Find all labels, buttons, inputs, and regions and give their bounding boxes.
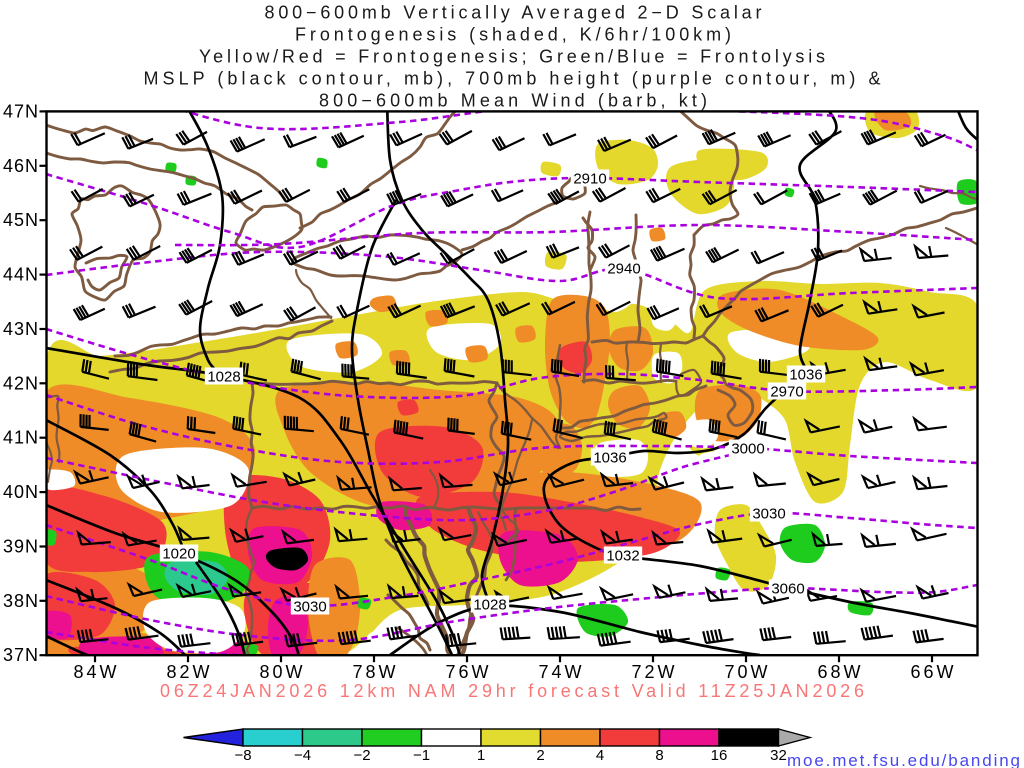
svg-text:−4: −4 (294, 747, 311, 764)
svg-text:1020: 1020 (162, 546, 195, 563)
svg-text:37N: 37N (3, 645, 38, 665)
svg-text:800−600mb Mean Wind (barb, kt): 800−600mb Mean Wind (barb, kt) (319, 91, 707, 111)
svg-text:40N: 40N (3, 482, 38, 502)
svg-text:80W: 80W (260, 662, 303, 682)
svg-text:1036: 1036 (593, 450, 626, 467)
svg-text:800−600mb Vertically Averaged: 800−600mb Vertically Averaged 2−D Scalar (265, 3, 762, 23)
svg-text:44N: 44N (3, 265, 38, 285)
svg-text:38N: 38N (3, 591, 38, 611)
svg-text:−8: −8 (234, 747, 251, 764)
svg-text:06Z24JAN2026 12km NAM 29hr for: 06Z24JAN2026 12km NAM 29hr forecast Vali… (160, 681, 864, 701)
svg-text:16: 16 (711, 747, 728, 764)
svg-text:moe.met.fsu.edu/banding: moe.met.fsu.edu/banding (787, 751, 1020, 768)
svg-text:1032: 1032 (606, 548, 639, 565)
svg-text:66W: 66W (911, 662, 954, 682)
svg-text:−2: −2 (353, 747, 370, 764)
svg-text:1036: 1036 (789, 367, 822, 384)
svg-text:8: 8 (655, 747, 663, 764)
svg-text:3060: 3060 (771, 581, 804, 598)
svg-text:45N: 45N (3, 210, 38, 230)
svg-text:74W: 74W (539, 662, 582, 682)
svg-text:41N: 41N (3, 428, 38, 448)
svg-text:46N: 46N (3, 156, 38, 176)
svg-text:32: 32 (770, 747, 787, 764)
svg-text:2940: 2940 (607, 261, 640, 278)
svg-text:4: 4 (596, 747, 604, 764)
svg-text:Yellow/Red = Frontogenesis; G: Yellow/Red = Frontogenesis; Green/Blue =… (199, 47, 825, 67)
svg-text:3000: 3000 (731, 441, 764, 458)
svg-text:43N: 43N (3, 319, 38, 339)
svg-text:1028: 1028 (473, 597, 506, 614)
svg-text:2970: 2970 (770, 384, 803, 401)
svg-text:MSLP (black contour, mb), 700m: MSLP (black contour, mb), 700mb height (… (144, 69, 881, 89)
svg-text:−1: −1 (413, 747, 430, 764)
svg-text:78W: 78W (353, 662, 396, 682)
svg-text:84W: 84W (74, 662, 117, 682)
svg-text:47N: 47N (3, 101, 38, 121)
svg-text:82W: 82W (167, 662, 210, 682)
svg-text:39N: 39N (3, 537, 38, 557)
svg-text:68W: 68W (818, 662, 861, 682)
svg-text:76W: 76W (446, 662, 489, 682)
svg-text:70W: 70W (725, 662, 768, 682)
svg-text:72W: 72W (632, 662, 675, 682)
svg-text:3030: 3030 (293, 599, 326, 616)
svg-text:2910: 2910 (573, 171, 606, 188)
svg-text:42N: 42N (3, 373, 38, 393)
svg-text:Frontogenesis (shaded, K/6hr/1: Frontogenesis (shaded, K/6hr/100km) (295, 25, 731, 45)
svg-text:3030: 3030 (752, 506, 785, 523)
svg-text:1: 1 (477, 747, 485, 764)
svg-text:1028: 1028 (207, 369, 240, 386)
svg-text:2: 2 (536, 747, 544, 764)
